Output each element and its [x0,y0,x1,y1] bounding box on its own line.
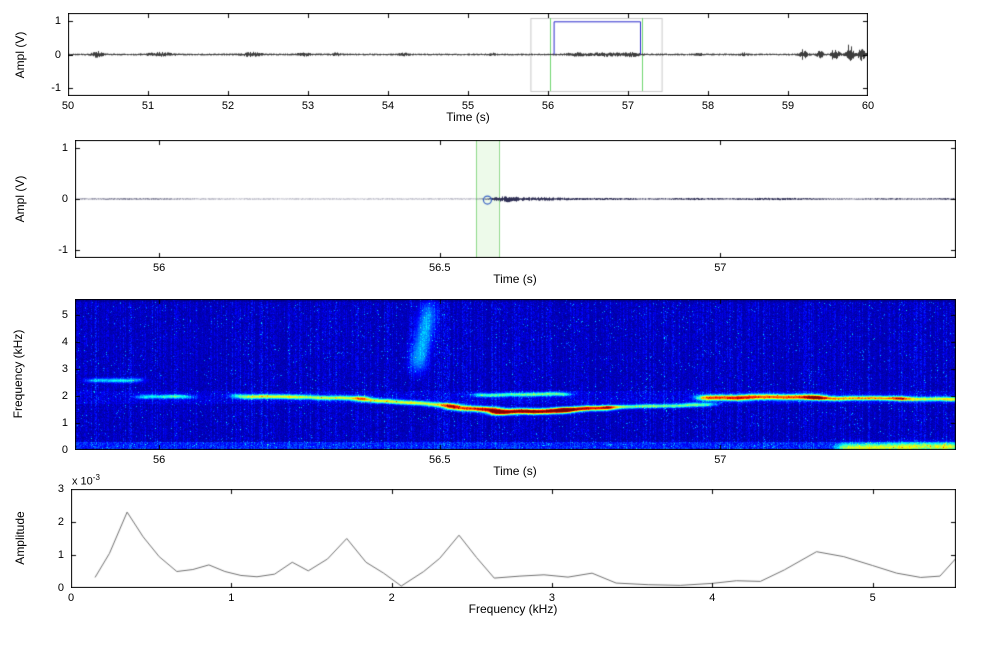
full-waveform-ylabel: Ampl (V) [13,31,27,79]
spectrum-xlabel: Frequency (kHz) [468,602,558,616]
scale-mantissa: x 10 [72,475,93,488]
y-tick-label: 1 [61,417,68,430]
spectrum-plot[interactable] [71,489,956,588]
y-tick-label: 1 [54,15,61,28]
spectrum-ylabel: Amplitude [13,511,27,565]
y-tick-label: 2 [57,516,64,528]
x-tick-label: 56.5 [429,454,451,466]
y-tick-label: 0 [57,582,64,594]
x-tick-label: 59 [781,100,795,112]
x-tick-label: 57 [621,100,635,112]
y-tick-label: 0 [61,193,68,205]
y-tick-label: 1 [57,549,64,561]
zoom-waveform-plot[interactable] [75,140,956,258]
x-tick-label: 53 [301,100,315,112]
x-tick-label: 50 [61,100,75,112]
x-tick-label: 54 [381,100,395,112]
full-waveform-plot[interactable] [68,13,868,96]
scale-exponent: -3 [92,473,100,482]
x-tick-label: 57 [714,262,727,274]
x-tick-label: 1 [228,592,235,604]
y-tick-label: -1 [51,81,61,94]
y-tick-label: 3 [57,483,64,495]
x-tick-label: 56 [153,454,166,466]
full-waveform-xlabel: Time (s) [446,110,490,124]
x-tick-label: 57 [714,454,727,466]
y-tick-label: 1 [61,141,68,154]
x-tick-label: 2 [388,592,395,604]
x-tick-label: 56.5 [429,262,451,274]
y-tick-label: 4 [61,336,68,349]
x-tick-label: 56 [153,262,166,274]
y-scale-exponent-label: x 10-3 [72,473,100,488]
x-tick-label: 3 [548,592,556,604]
spectrogram-xlabel: Time (s) [493,464,537,478]
y-tick-label: -1 [58,244,68,257]
spectrogram-plot[interactable] [75,299,956,450]
y-tick-label: 2 [61,390,68,403]
y-tick-label: 0 [54,48,61,61]
x-tick-label: 52 [221,100,235,112]
zoom-waveform-xlabel: Time (s) [493,272,537,286]
x-tick-label: 58 [701,100,715,112]
x-tick-label: 4 [709,592,716,604]
x-tick-label: 5 [869,592,876,604]
y-tick-label: 3 [61,363,68,376]
spectrogram-ylabel: Frequency (kHz) [11,329,25,419]
x-tick-label: 55 [461,100,475,112]
x-tick-label: 60 [861,100,875,112]
zoom-waveform-ylabel: Ampl (V) [13,175,27,223]
x-tick-label: 0 [67,592,75,604]
x-tick-label: 51 [141,100,155,112]
y-tick-label: 5 [61,309,68,322]
x-tick-label: 56 [541,100,555,112]
y-tick-label: 0 [61,444,68,456]
